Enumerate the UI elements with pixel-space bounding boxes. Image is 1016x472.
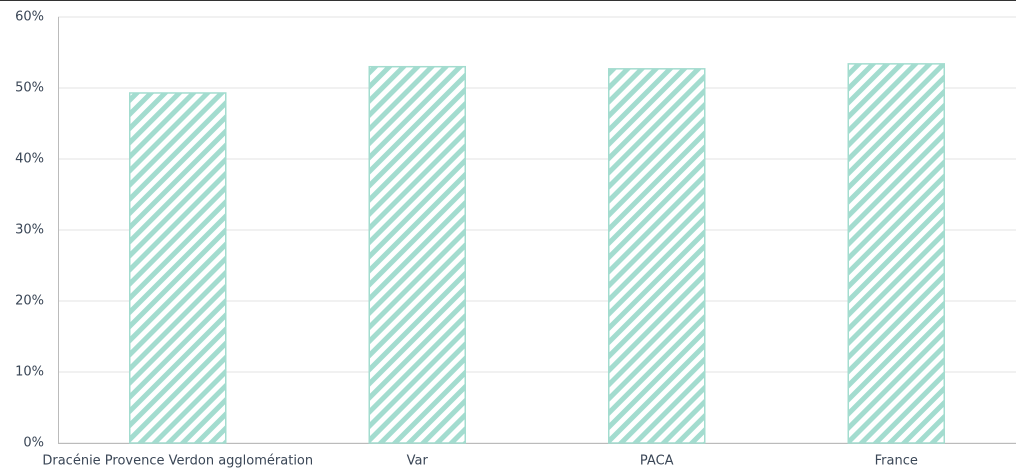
y-tick-label: 20% bbox=[15, 294, 44, 309]
y-tick-label: 10% bbox=[15, 365, 44, 380]
bar bbox=[847, 63, 945, 444]
y-tick-label: 30% bbox=[15, 223, 44, 238]
x-tick-label: Dracénie Provence Verdon agglomération bbox=[42, 454, 313, 469]
y-tick-label: 0% bbox=[23, 436, 44, 451]
y-tick-label: 40% bbox=[15, 152, 44, 167]
y-tick-label: 60% bbox=[15, 10, 44, 25]
bar bbox=[129, 92, 227, 444]
bar bbox=[368, 65, 466, 444]
x-tick-label: PACA bbox=[640, 454, 674, 469]
x-tick-label: France bbox=[875, 454, 918, 469]
y-tick-label: 50% bbox=[15, 81, 44, 96]
x-tick-label: Var bbox=[407, 454, 429, 469]
bar bbox=[608, 68, 706, 444]
